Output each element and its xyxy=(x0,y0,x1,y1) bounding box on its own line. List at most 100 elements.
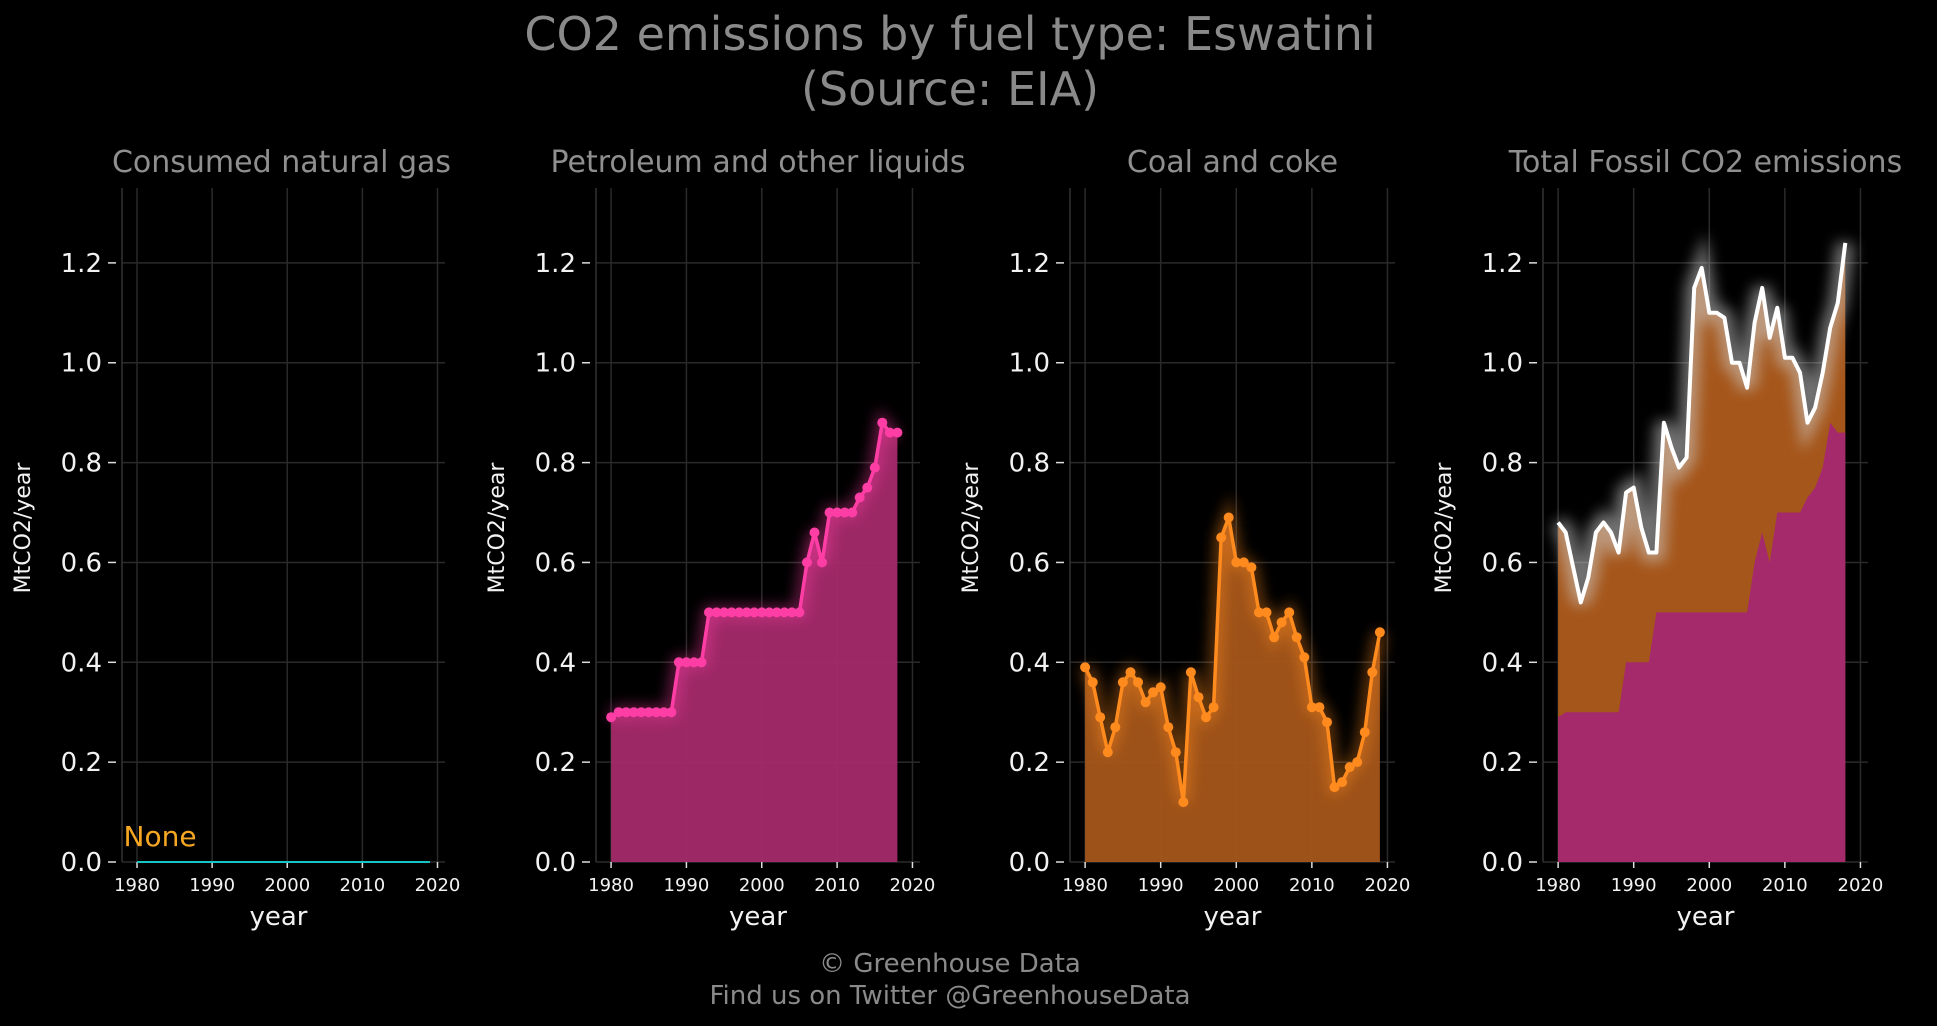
panel-4: Total Fossil CO2 emissions 0.0 0.2 0.4 0.6 0.… xyxy=(1432,145,1902,932)
footer-twitter: Find us on Twitter @GreenhouseData xyxy=(709,981,1190,1011)
y-tick-label: 1.0 xyxy=(1482,349,1523,379)
x-axis-label: year xyxy=(1676,902,1734,932)
data-point-coal xyxy=(1246,562,1257,573)
data-point-coal xyxy=(1095,712,1106,723)
y-tick-label: 0.2 xyxy=(61,748,102,778)
panel-3: Coal and coke 0.0 0.2 0.4 0.6 0.8 1.0 1.2 1980 19… xyxy=(959,145,1410,932)
y-tick-label: 0.8 xyxy=(1482,449,1523,479)
data-point-coal xyxy=(1254,607,1264,618)
y-tick-label: 0.0 xyxy=(1482,848,1523,878)
data-point-coal xyxy=(1329,782,1340,793)
panel-2: Petroleum and other liquids 0.0 0.2 0.4 0.6 0… xyxy=(485,145,966,932)
y-tick-label: 0.6 xyxy=(1009,548,1050,578)
data-point-petroleum xyxy=(681,657,692,668)
panel-title: Coal and coke xyxy=(1127,145,1338,180)
x-tick-label: 1990 xyxy=(664,875,710,896)
data-point-petroleum xyxy=(636,707,647,718)
y-tick-label: 0.6 xyxy=(61,548,102,578)
footer-copyright: © Greenhouse Data xyxy=(819,949,1081,979)
data-point-coal xyxy=(1261,607,1272,618)
data-point-petroleum xyxy=(892,427,903,438)
data-point-coal xyxy=(1216,532,1227,543)
data-point-petroleum xyxy=(802,557,812,568)
data-point-petroleum xyxy=(643,707,654,718)
data-point-petroleum xyxy=(749,607,760,618)
none-annotation: None xyxy=(124,820,197,853)
x-tick-label: 2020 xyxy=(1365,875,1411,896)
data-point-petroleum xyxy=(794,607,805,618)
data-point-petroleum xyxy=(741,607,752,618)
y-tick-label: 1.2 xyxy=(535,249,576,279)
data-point-coal xyxy=(1125,667,1136,678)
x-tick-label: 2010 xyxy=(339,875,385,896)
data-point-coal xyxy=(1299,652,1310,663)
data-point-petroleum xyxy=(884,427,895,438)
x-tick-label: 2010 xyxy=(814,875,860,896)
data-point-petroleum xyxy=(832,507,843,518)
x-tick-label: 1990 xyxy=(1611,875,1657,896)
data-point-coal xyxy=(1344,762,1355,773)
x-tick-label: 1980 xyxy=(1062,875,1108,896)
data-point-coal xyxy=(1367,667,1378,678)
data-point-petroleum xyxy=(809,527,820,538)
panel-title: Total Fossil CO2 emissions xyxy=(1508,145,1902,180)
x-tick-label: 1980 xyxy=(114,875,160,896)
data-point-petroleum xyxy=(651,707,662,718)
y-tick-label: 0.2 xyxy=(1482,748,1523,778)
series-line-coal xyxy=(1083,515,1382,804)
data-point-petroleum xyxy=(839,507,850,518)
data-point-coal xyxy=(1291,632,1302,643)
data-point-petroleum xyxy=(704,607,714,618)
data-point-coal xyxy=(1163,722,1174,733)
data-point-coal xyxy=(1133,677,1143,688)
data-point-petroleum xyxy=(869,462,880,473)
stacked-area-petroleum xyxy=(1558,422,1846,862)
x-tick-label: 2020 xyxy=(890,875,936,896)
data-point-coal xyxy=(1087,677,1098,688)
panel-title: Petroleum and other liquids xyxy=(550,145,965,180)
data-point-petroleum xyxy=(613,707,624,718)
data-point-coal xyxy=(1374,627,1385,638)
x-tick-label: 1990 xyxy=(1138,875,1184,896)
y-tick-label: 1.0 xyxy=(535,349,576,379)
chart-title: CO2 emissions by fuel type: Eswatini xyxy=(524,7,1375,61)
data-point-coal xyxy=(1080,662,1091,673)
x-tick-label: 2000 xyxy=(739,875,785,896)
y-tick-label: 1.0 xyxy=(1009,349,1050,379)
x-tick-label: 1990 xyxy=(189,875,235,896)
data-point-coal xyxy=(1140,697,1151,708)
panels: Consumed natural gas 0.0 0.2 0.4 0.6 0.8 1.0 1.… xyxy=(11,145,1902,932)
data-point-coal xyxy=(1117,677,1128,688)
data-point-petroleum xyxy=(689,657,699,668)
panel-1: Consumed natural gas 0.0 0.2 0.4 0.6 0.8 1.0 1.… xyxy=(11,145,460,932)
data-point-coal xyxy=(1193,692,1204,703)
series-area-petroleum xyxy=(611,422,898,862)
y-tick-label: 0.2 xyxy=(1009,748,1050,778)
x-axis-label: year xyxy=(249,902,307,932)
x-tick-label: 2000 xyxy=(1213,875,1259,896)
data-point-petroleum xyxy=(877,417,888,428)
data-point-petroleum xyxy=(621,707,632,718)
data-point-coal xyxy=(1155,682,1166,693)
x-axis-label: year xyxy=(729,902,787,932)
data-point-coal xyxy=(1178,797,1189,808)
y-tick-label: 0.8 xyxy=(535,449,576,479)
data-point-coal xyxy=(1102,747,1113,758)
data-point-coal xyxy=(1208,702,1219,713)
y-tick-label: 0.6 xyxy=(535,548,576,578)
x-axis-label: year xyxy=(1203,902,1261,932)
y-tick-label: 0.8 xyxy=(1009,449,1050,479)
y-tick-label: 0.4 xyxy=(1482,648,1523,678)
data-point-petroleum xyxy=(862,482,873,493)
series-area-coal xyxy=(1085,517,1380,862)
x-tick-label: 2000 xyxy=(264,875,310,896)
data-point-coal xyxy=(1337,777,1348,788)
panel-title: Consumed natural gas xyxy=(112,145,451,180)
data-point-coal xyxy=(1352,757,1363,768)
data-point-petroleum xyxy=(764,607,775,618)
y-tick-label: 0.6 xyxy=(1482,548,1523,578)
data-point-petroleum xyxy=(771,607,782,618)
data-point-petroleum xyxy=(719,607,730,618)
y-axis-label: MtCO2/year xyxy=(1432,462,1457,594)
